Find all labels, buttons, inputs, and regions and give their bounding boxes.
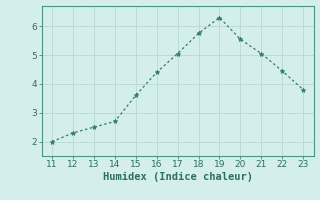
X-axis label: Humidex (Indice chaleur): Humidex (Indice chaleur) bbox=[103, 172, 252, 182]
